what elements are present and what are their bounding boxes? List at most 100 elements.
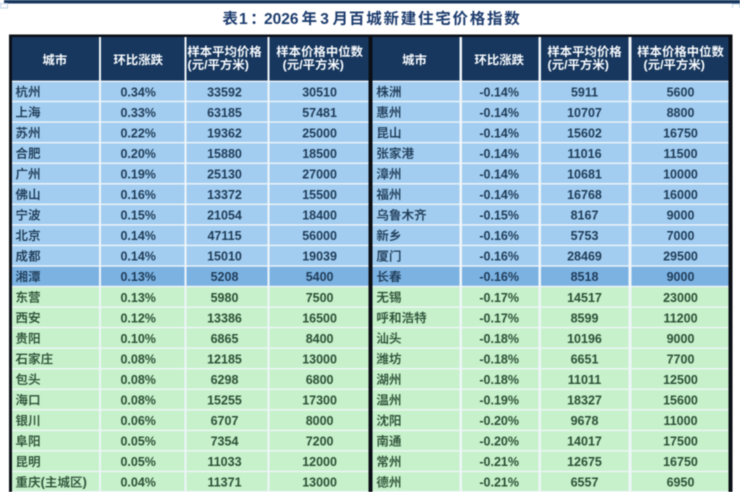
- svg-text:1: 1: [239, 11, 248, 28]
- svg-text:0.08%: 0.08%: [120, 352, 155, 366]
- svg-text:13386: 13386: [207, 311, 242, 325]
- svg-text:14517: 14517: [567, 291, 602, 305]
- svg-text:15010: 15010: [207, 250, 242, 264]
- svg-text:5400: 5400: [306, 270, 334, 284]
- svg-text:/: /: [660, 58, 664, 72]
- svg-text:-0.18%: -0.18%: [479, 352, 519, 366]
- svg-text:8400: 8400: [306, 332, 334, 346]
- svg-text:9000: 9000: [667, 332, 695, 346]
- svg-text:19362: 19362: [207, 126, 242, 140]
- svg-text:16500: 16500: [302, 311, 337, 325]
- svg-text:0.08%: 0.08%: [120, 373, 155, 387]
- svg-text:/: /: [299, 58, 303, 72]
- svg-text:(: (: [188, 58, 193, 72]
- svg-text:8800: 8800: [667, 106, 695, 120]
- svg-text:0.14%: 0.14%: [120, 250, 155, 264]
- svg-text:16768: 16768: [567, 188, 602, 202]
- svg-text:10000: 10000: [663, 168, 698, 182]
- svg-text:47115: 47115: [207, 229, 241, 243]
- svg-text:7500: 7500: [306, 291, 334, 305]
- svg-text:16750: 16750: [663, 455, 698, 469]
- svg-text:3: 3: [320, 11, 329, 28]
- svg-text:2026: 2026: [264, 11, 299, 28]
- svg-text:30510: 30510: [302, 85, 337, 99]
- svg-text:19039: 19039: [302, 250, 337, 264]
- svg-text:-0.14%: -0.14%: [479, 168, 519, 182]
- svg-text:11016: 11016: [567, 147, 601, 161]
- svg-text:): ): [340, 58, 344, 72]
- svg-text:-0.14%: -0.14%: [479, 147, 519, 161]
- svg-text:9000: 9000: [667, 209, 695, 223]
- svg-text:/: /: [204, 58, 208, 72]
- svg-text:18400: 18400: [302, 209, 337, 223]
- svg-text:0.12%: 0.12%: [120, 311, 155, 325]
- svg-text:12000: 12000: [302, 455, 337, 469]
- svg-text:-0.17%: -0.17%: [479, 291, 519, 305]
- svg-text:6800: 6800: [306, 373, 334, 387]
- svg-text:): ): [605, 58, 609, 72]
- svg-text:6950: 6950: [667, 476, 695, 490]
- svg-text:-0.14%: -0.14%: [479, 188, 519, 202]
- svg-text:(: (: [644, 58, 649, 72]
- svg-text:0.10%: 0.10%: [120, 332, 155, 346]
- svg-text:8518: 8518: [571, 270, 599, 284]
- svg-text:8599: 8599: [571, 311, 599, 325]
- svg-text:6298: 6298: [211, 373, 239, 387]
- svg-text:12675: 12675: [567, 455, 602, 469]
- svg-text:8167: 8167: [571, 209, 599, 223]
- svg-text:0.14%: 0.14%: [120, 229, 155, 243]
- svg-text:5600: 5600: [667, 85, 695, 99]
- svg-text:7000: 7000: [667, 229, 695, 243]
- svg-text:11033: 11033: [207, 455, 241, 469]
- svg-text:-0.20%: -0.20%: [479, 435, 519, 449]
- svg-text:9000: 9000: [667, 270, 695, 284]
- svg-text:-0.16%: -0.16%: [479, 250, 519, 264]
- svg-text:-0.16%: -0.16%: [479, 270, 519, 284]
- svg-text:-0.14%: -0.14%: [479, 126, 519, 140]
- svg-text:7354: 7354: [211, 435, 239, 449]
- svg-text:25000: 25000: [302, 126, 337, 140]
- svg-text:0.15%: 0.15%: [120, 209, 155, 223]
- svg-text:0.22%: 0.22%: [120, 126, 155, 140]
- svg-text:10196: 10196: [567, 332, 602, 346]
- svg-text:6651: 6651: [571, 352, 599, 366]
- svg-text:10707: 10707: [567, 106, 602, 120]
- svg-text:11011: 11011: [568, 373, 601, 387]
- svg-text:6557: 6557: [571, 476, 599, 490]
- svg-text:(: (: [41, 476, 46, 490]
- svg-text:0.20%: 0.20%: [120, 147, 155, 161]
- svg-text:-0.21%: -0.21%: [479, 476, 519, 490]
- svg-text:17300: 17300: [302, 394, 337, 408]
- svg-text:0.13%: 0.13%: [120, 270, 155, 284]
- svg-text:21054: 21054: [207, 209, 242, 223]
- svg-text:7200: 7200: [306, 435, 334, 449]
- svg-text:13000: 13000: [302, 476, 337, 490]
- svg-text:(: (: [283, 58, 288, 72]
- svg-text:5980: 5980: [211, 291, 239, 305]
- svg-text:13372: 13372: [207, 188, 242, 202]
- svg-text:11500: 11500: [663, 147, 697, 161]
- svg-text:0.34%: 0.34%: [120, 85, 155, 99]
- svg-text:18500: 18500: [302, 147, 337, 161]
- svg-text:0.19%: 0.19%: [120, 168, 155, 182]
- svg-text:15602: 15602: [567, 126, 602, 140]
- svg-text:28469: 28469: [567, 250, 602, 264]
- svg-text:-0.14%: -0.14%: [479, 85, 519, 99]
- svg-text:18327: 18327: [567, 394, 602, 408]
- svg-text:17500: 17500: [663, 435, 698, 449]
- svg-text:11200: 11200: [663, 311, 697, 325]
- svg-text:0.08%: 0.08%: [120, 394, 155, 408]
- svg-text:0.05%: 0.05%: [120, 435, 155, 449]
- svg-text:5208: 5208: [211, 270, 239, 284]
- svg-text:13000: 13000: [302, 352, 337, 366]
- svg-text:-0.17%: -0.17%: [479, 311, 519, 325]
- svg-text:0.33%: 0.33%: [120, 106, 155, 120]
- svg-text:57481: 57481: [302, 106, 337, 120]
- svg-text:15500: 15500: [302, 188, 337, 202]
- svg-text:): ): [701, 58, 705, 72]
- svg-text:-0.21%: -0.21%: [479, 455, 519, 469]
- svg-text:6707: 6707: [211, 414, 239, 428]
- svg-text:0.13%: 0.13%: [120, 291, 155, 305]
- svg-text:0.16%: 0.16%: [120, 188, 155, 202]
- svg-text:(: (: [548, 58, 553, 72]
